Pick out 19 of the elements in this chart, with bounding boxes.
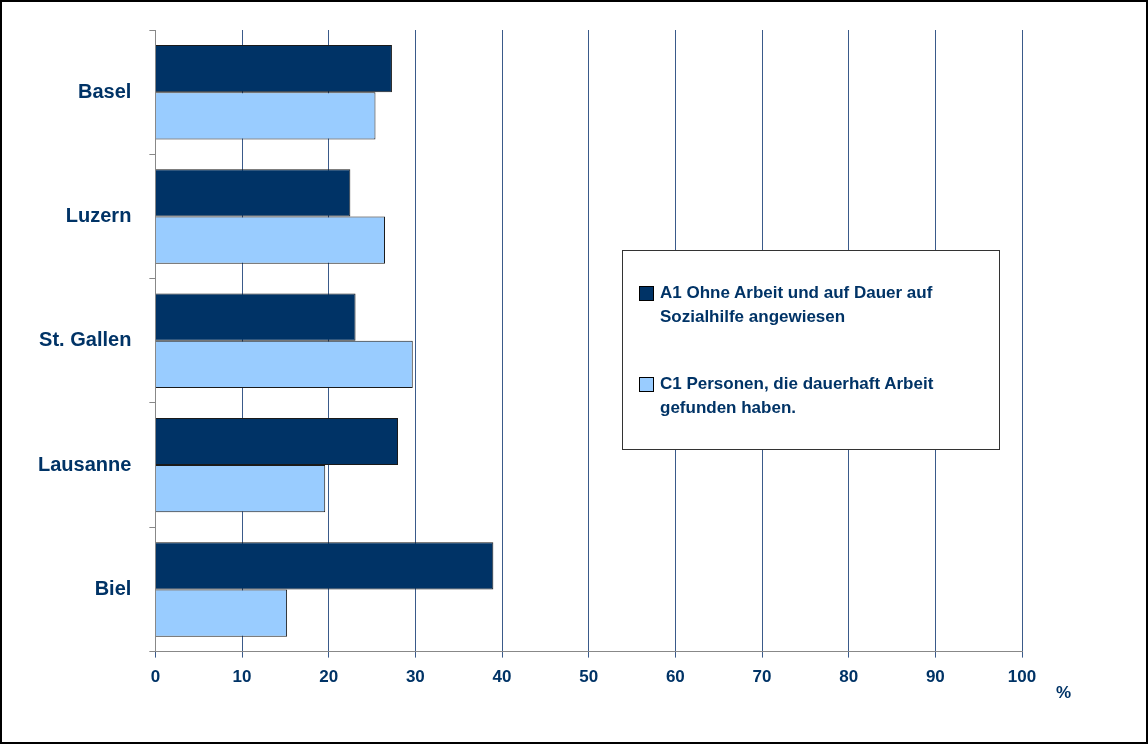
x-tick-label: 100 <box>1007 667 1037 687</box>
y-tick-label: St. Gallen <box>39 328 132 351</box>
y-tick-label: Basel <box>77 79 132 102</box>
x-tick-label: 40 <box>492 667 512 687</box>
x-tick-label: 60 <box>665 667 685 687</box>
x-tick-label: 30 <box>405 667 425 687</box>
x-tick-label: 80 <box>839 667 859 687</box>
x-tick-label: 10 <box>232 667 252 687</box>
x-axis-title: % <box>1056 683 1072 703</box>
x-tick-label: 90 <box>925 667 945 687</box>
y-tick-label: Biel <box>94 576 132 599</box>
x-tick-label: 20 <box>319 667 339 687</box>
x-tick-label: 70 <box>752 667 772 687</box>
x-tick-label: 50 <box>579 667 599 687</box>
legend-label: C1 Personen, die dauerhaft Arbeit gefunden haben. <box>660 372 935 419</box>
x-tick-label: 0 <box>150 667 161 687</box>
y-tick-label: Lausanne <box>38 452 132 475</box>
legend-label: A1 Ohne Arbeit und auf Dauer auf Sozialhilfe angewiesen <box>660 281 934 328</box>
y-tick-label: Luzern <box>65 204 132 226</box>
